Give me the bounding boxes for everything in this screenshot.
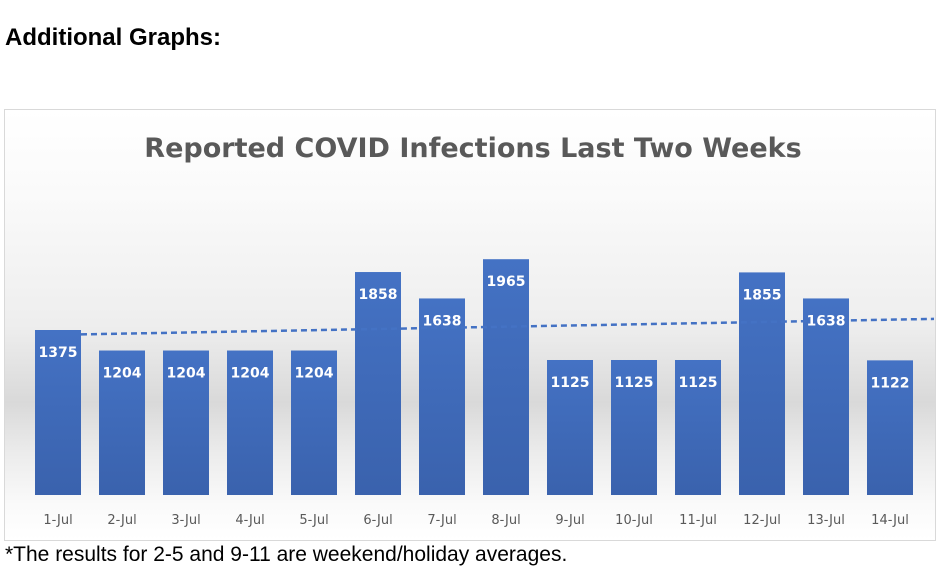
- data-label: 1858: [359, 287, 398, 303]
- data-label: 1125: [679, 375, 718, 391]
- x-tick-label: 7-Jul: [427, 513, 456, 528]
- bar-3-Jul: [163, 350, 209, 495]
- data-label: 1125: [551, 375, 590, 391]
- x-tick-label: 13-Jul: [807, 513, 845, 528]
- x-tick-label: 1-Jul: [43, 513, 72, 528]
- bar-11-Jul: [675, 360, 721, 495]
- bar-7-Jul: [419, 298, 465, 495]
- bar-8-Jul: [483, 259, 529, 495]
- x-tick-label: 4-Jul: [235, 513, 264, 528]
- footnote: *The results for 2-5 and 9-11 are weeken…: [5, 543, 568, 566]
- x-tick-label: 11-Jul: [679, 513, 717, 528]
- data-label: 1122: [871, 375, 910, 391]
- bar-14-Jul: [867, 360, 913, 495]
- data-label: 1638: [423, 313, 462, 329]
- section-heading: Additional Graphs:: [5, 24, 221, 51]
- bar-4-Jul: [227, 350, 273, 495]
- bar-6-Jul: [355, 272, 401, 495]
- data-label: 1965: [487, 274, 526, 290]
- bar-12-Jul: [739, 272, 785, 495]
- x-tick-label: 3-Jul: [171, 513, 200, 528]
- x-tick-label: 2-Jul: [107, 513, 136, 528]
- chart-title: Reported COVID Infections Last Two Weeks: [144, 133, 801, 164]
- bar-5-Jul: [291, 350, 337, 495]
- x-tick-label: 14-Jul: [871, 513, 909, 528]
- bar-1-Jul: [35, 330, 81, 495]
- data-label: 1204: [295, 366, 334, 382]
- bar-13-Jul: [803, 298, 849, 495]
- bar-10-Jul: [611, 360, 657, 495]
- data-label: 1855: [743, 287, 782, 303]
- data-label: 1375: [39, 345, 78, 361]
- x-tick-label: 8-Jul: [491, 513, 520, 528]
- x-tick-label: 9-Jul: [555, 513, 584, 528]
- x-tick-label: 6-Jul: [363, 513, 392, 528]
- x-tick-label: 12-Jul: [743, 513, 781, 528]
- data-label: 1204: [231, 366, 270, 382]
- data-label: 1125: [615, 375, 654, 391]
- bar-9-Jul: [547, 360, 593, 495]
- data-label: 1638: [807, 313, 846, 329]
- chart-container: Reported COVID Infections Last Two Weeks…: [4, 109, 936, 541]
- bar-chart: Reported COVID Infections Last Two Weeks…: [35, 133, 935, 528]
- data-label: 1204: [167, 366, 206, 382]
- x-tick-label: 5-Jul: [299, 513, 328, 528]
- bar-2-Jul: [99, 350, 145, 495]
- x-tick-label: 10-Jul: [615, 513, 653, 528]
- trendline: [80, 317, 935, 336]
- data-label: 1204: [103, 366, 142, 382]
